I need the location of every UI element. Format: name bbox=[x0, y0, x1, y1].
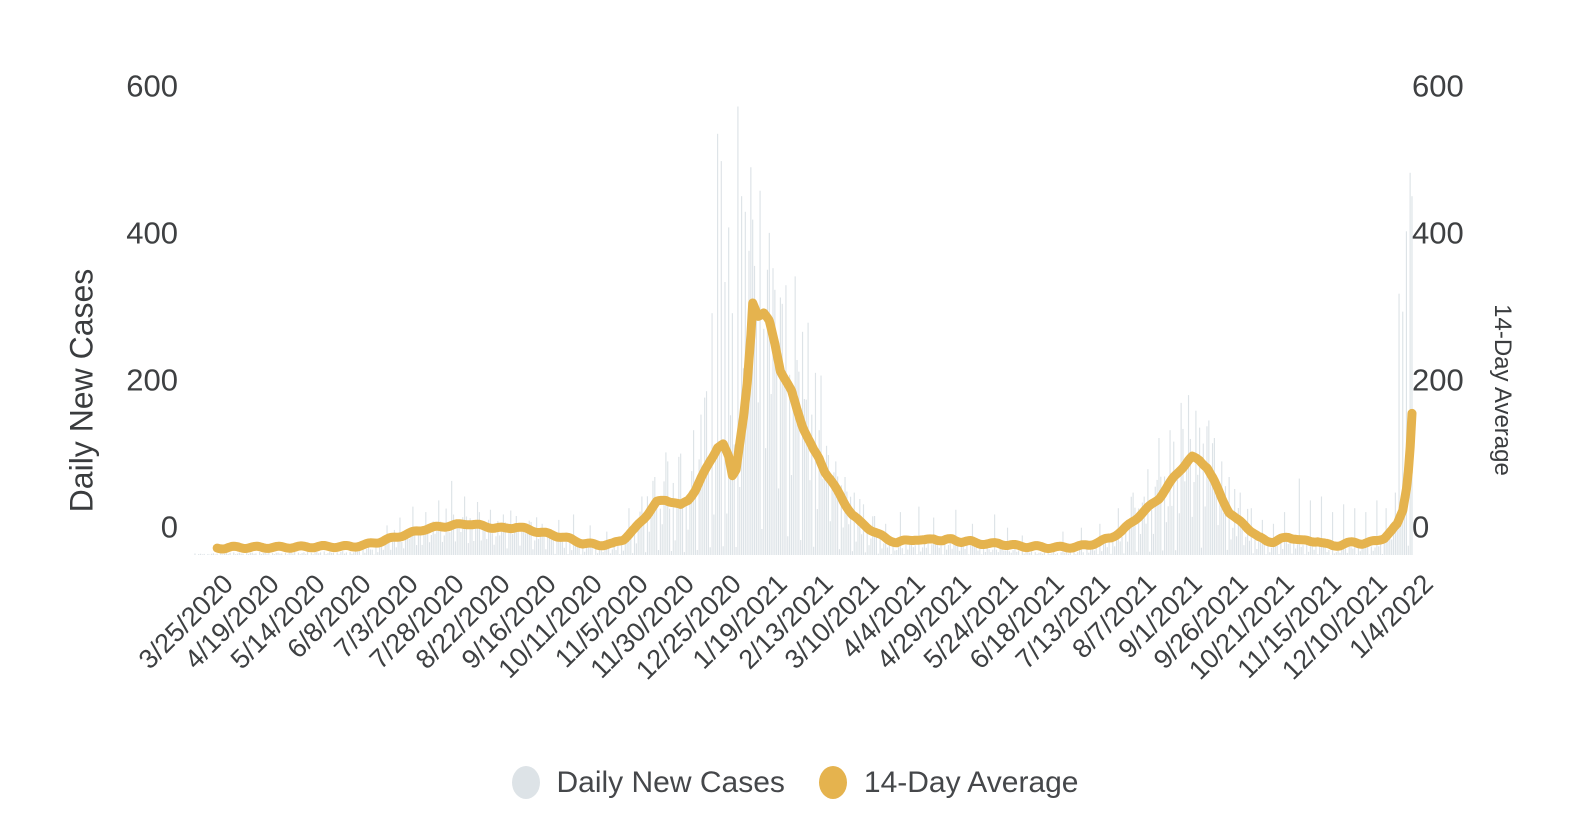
right-axis-title: 14-Day Average bbox=[1489, 304, 1516, 476]
y-tick-label-left: 600 bbox=[126, 68, 178, 104]
left-axis-title: Daily New Cases bbox=[63, 268, 100, 513]
daily-new-cases-bars bbox=[194, 106, 1413, 556]
fourteen-day-average-line bbox=[212, 298, 1417, 554]
y-tick-label-left: 400 bbox=[126, 215, 178, 251]
y-tick-label-right: 400 bbox=[1412, 215, 1464, 251]
y-tick-label-left: 0 bbox=[160, 509, 178, 545]
legend-dot-icon bbox=[511, 766, 540, 799]
y-tick-label-right: 600 bbox=[1412, 68, 1464, 104]
legend-item-daily-new-cases[interactable]: Daily New Cases bbox=[511, 765, 785, 799]
y-tick-label-left: 200 bbox=[126, 362, 178, 398]
legend: Daily New Cases 14-Day Average bbox=[0, 766, 1590, 799]
legend-dot-icon bbox=[818, 766, 847, 799]
legend-item-14-day-average[interactable]: 14-Day Average bbox=[818, 765, 1079, 799]
y-tick-label-right: 200 bbox=[1412, 362, 1464, 398]
y-tick-label-right: 0 bbox=[1412, 509, 1430, 545]
legend-item-label: Daily New Cases bbox=[556, 765, 785, 799]
legend-item-label: 14-Day Average bbox=[863, 765, 1079, 799]
